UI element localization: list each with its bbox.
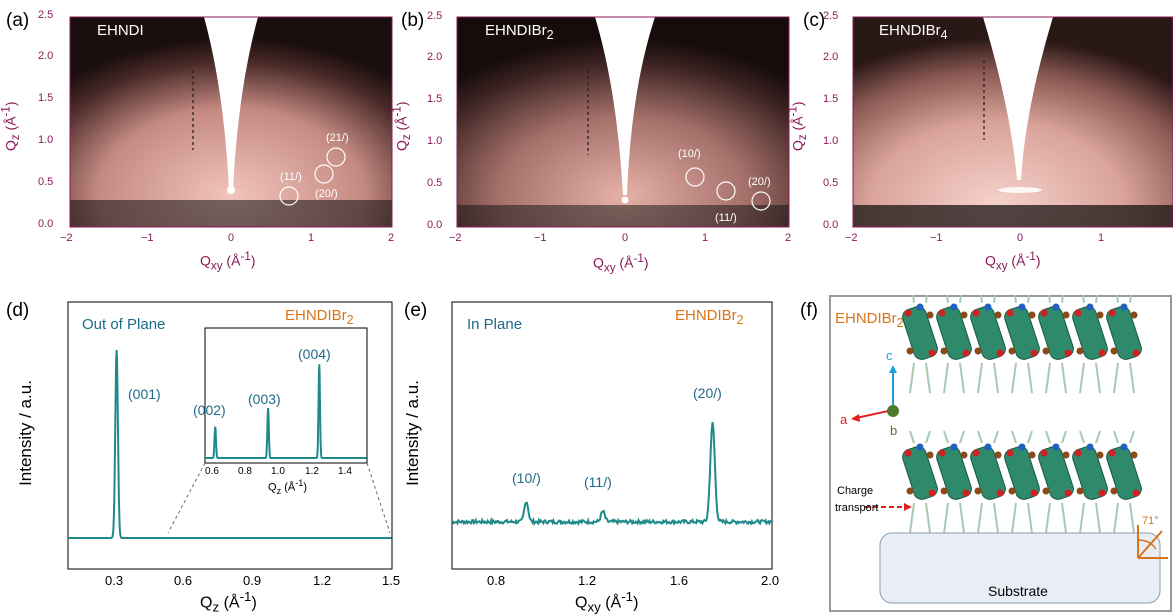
peak-label-11l-e: (11/) — [584, 474, 612, 490]
y-tick: 1.5 — [38, 92, 54, 104]
crystal-packing-illustration — [829, 295, 1172, 612]
peak-label-003: (003) — [248, 391, 281, 407]
b-axis-dot — [887, 405, 899, 417]
peak-label-10l-e: (10/) — [512, 470, 541, 486]
panel-a-label: (a) — [6, 10, 30, 31]
x-axis-label-b: Qxy (Å-1) — [593, 252, 649, 275]
y-axis-label-a: Qz (Å-1) — [0, 101, 23, 152]
molecule — [1106, 295, 1142, 394]
peak-label-20l-b: (20/) — [748, 176, 771, 188]
axis-label-a: a — [840, 412, 848, 427]
x-axis-label-a: Qxy (Å-1) — [200, 250, 256, 273]
y-tick: 0.5 — [38, 176, 54, 188]
molecule — [1004, 430, 1040, 534]
panel-a: (a) EHNDI (21/) (11/) (20/) 0.0 0.5 1.0 … — [0, 0, 395, 280]
peak-label-20l-a: (20/) — [315, 188, 338, 200]
series-line-out-of-plane — [68, 349, 392, 539]
y-tick: 2.0 — [38, 50, 54, 62]
molecule — [902, 430, 938, 534]
axis-label-c: c — [886, 348, 893, 363]
panel-b: (b) EHNDIBr2 (10/) (20/) (11/) 0.0 0.5 1… — [390, 0, 793, 280]
charge-transport-label-1: Charge — [837, 485, 874, 497]
charge-transport-label-2: transport — [835, 502, 879, 514]
molecule — [1072, 295, 1108, 394]
molecule — [1038, 430, 1074, 534]
molecule — [970, 295, 1006, 394]
peak-label-10l-b: (10/) — [678, 148, 701, 160]
molecule — [902, 295, 938, 394]
molecule — [1004, 295, 1040, 394]
axis-label-b: b — [890, 423, 898, 438]
molecule — [936, 295, 972, 394]
giwaxs-map-a — [69, 16, 393, 228]
y-axis-label-e: Intensity / a.u. — [402, 380, 422, 486]
chart-title-d: Out of Plane — [82, 316, 166, 333]
peak-label-001: (001) — [128, 386, 161, 402]
x-axis-label-c: Qxy (Å-1) — [985, 250, 1041, 273]
molecule — [1038, 295, 1074, 394]
series-line-in-plane — [451, 421, 772, 527]
peak-label-11l-b: (11/) — [715, 212, 737, 224]
x-axis-label-d: Qz (Å-1) — [200, 589, 257, 615]
y-axis-label-b: Qz (Å-1) — [390, 101, 414, 152]
chart-title-e: In Plane — [467, 316, 523, 333]
inset-x-axis-label: Qz (Å-1) — [268, 478, 308, 496]
material-label-d: EHNDIBr2 — [285, 307, 354, 327]
panel-f-label: (f) — [800, 300, 818, 321]
giwaxs-map-b — [456, 16, 790, 228]
inset-series-line — [205, 364, 367, 459]
peak-label-002: (002) — [193, 402, 226, 418]
chart-in-plane — [451, 301, 773, 570]
a-axis-arrow — [855, 409, 894, 419]
panel-e: (e) In Plane EHNDIBr2 (10/) (11/) (20/) … — [400, 295, 785, 615]
material-label-f: EHNDIBr2 — [835, 310, 904, 330]
panel-b-label: (b) — [401, 10, 425, 31]
angle-label: 71° — [1142, 515, 1159, 527]
y-axis-label-d: Intensity / a.u. — [15, 380, 35, 486]
panel-c: (c) EHNDIBr4 0.0 0.5 1.0 1.5 2.0 2.5 Qz … — [787, 0, 1173, 280]
substrate-block — [879, 532, 1161, 604]
material-label-e: EHNDIBr2 — [675, 307, 744, 327]
y-tick: 0.0 — [38, 218, 54, 230]
y-tick: 1.0 — [38, 134, 54, 146]
peak-label-20l-e: (20/) — [693, 385, 722, 401]
molecule — [1072, 430, 1108, 534]
y-axis-label-c: Qz (Å-1) — [786, 101, 810, 152]
giwaxs-map-c — [852, 16, 1173, 228]
molecule — [1106, 430, 1142, 534]
sample-name-a: EHNDI — [97, 22, 144, 39]
sample-name-c: EHNDIBr4 — [879, 22, 948, 42]
peak-label-21l: (21/) — [326, 132, 349, 144]
sample-name-b: EHNDIBr2 — [485, 22, 554, 42]
chart-out-of-plane — [67, 301, 393, 570]
x-axis-label-e: Qxy (Å-1) — [575, 589, 639, 615]
angle-marker — [1137, 525, 1168, 559]
peak-label-004: (004) — [298, 346, 331, 362]
panel-e-label: (e) — [404, 300, 428, 321]
substrate-label: Substrate — [988, 583, 1048, 599]
panel-c-label: (c) — [803, 10, 826, 31]
inset-frame — [204, 327, 368, 464]
molecule — [970, 430, 1006, 534]
panel-f: (f) EHNDIBr2 c a b Charge transport 71° … — [790, 295, 1173, 612]
molecule — [936, 430, 972, 534]
peak-label-11l-a: (11/) — [280, 171, 302, 183]
panel-d-label: (d) — [6, 300, 30, 321]
panel-d: (d) Out of Plane EHNDIBr2 (001) (002) (0… — [0, 295, 400, 615]
y-tick: 2.5 — [38, 9, 54, 21]
